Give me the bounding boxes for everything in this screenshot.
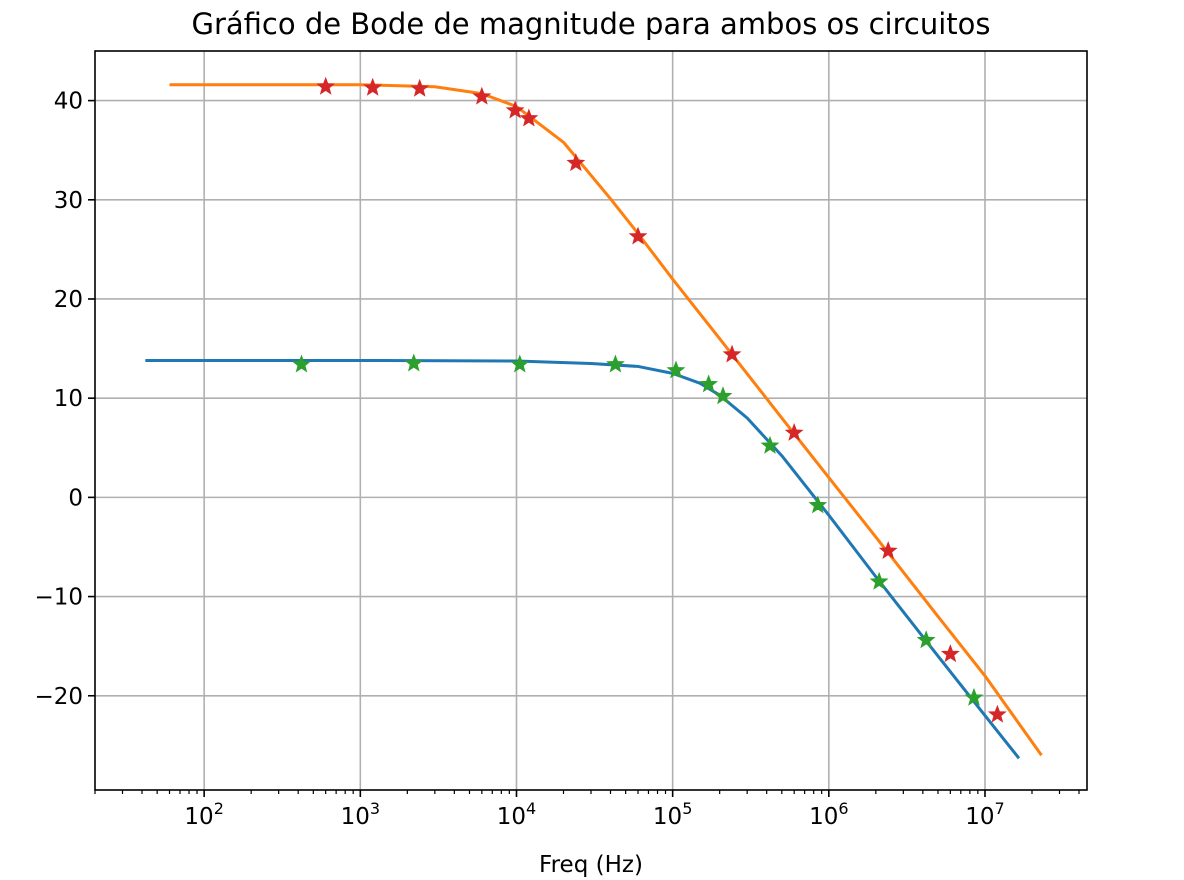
series-marker-3 (472, 86, 492, 105)
y-tick-label: 0 (68, 485, 83, 511)
plot-area (145, 76, 1043, 760)
series-marker-2 (666, 360, 686, 379)
series-marker-2 (292, 354, 311, 373)
x-tick-label: 102 (184, 799, 223, 830)
series-marker-3 (940, 644, 960, 663)
x-tick-label: 104 (497, 799, 536, 830)
series-marker-2 (605, 354, 625, 373)
y-tick-label: 30 (54, 188, 83, 214)
plot-frame (94, 50, 1088, 791)
series-line-0 (145, 358, 1021, 760)
series-marker-2 (760, 435, 780, 454)
series-marker-3 (363, 77, 383, 96)
series-marker-3 (505, 100, 525, 119)
series-marker-3 (722, 344, 742, 363)
series-marker-3 (628, 226, 648, 245)
series-marker-2 (869, 571, 889, 590)
y-tick-label: 20 (54, 287, 83, 313)
y-tick-label: −10 (34, 585, 83, 611)
x-axis-label: Freq (Hz) (539, 852, 643, 878)
grid-lines (95, 51, 1087, 790)
y-tick-label: 40 (54, 89, 83, 115)
series-marker-3 (987, 704, 1007, 723)
series-marker-2 (808, 495, 828, 514)
series-line-1 (169, 83, 1043, 757)
x-tick-label: 105 (653, 799, 692, 830)
series-marker-2 (964, 687, 984, 706)
axis-ticks: 102 103 104 105 106 107 40 30 20 10 0 −10 −20 (34, 89, 1080, 830)
series-marker-3 (566, 153, 586, 172)
series-marker-3 (519, 108, 539, 127)
series-marker-2 (510, 354, 530, 373)
y-tick-label: −20 (34, 684, 83, 710)
chart-title: Gráfico de Bode de magnitude para ambos … (191, 7, 990, 41)
series-marker-3 (784, 422, 804, 441)
x-tick-label: 107 (965, 799, 1004, 830)
series-layer (145, 76, 1043, 760)
series-marker-2 (916, 630, 936, 649)
series-marker-2 (713, 386, 733, 405)
y-tick-label: 10 (54, 386, 83, 412)
series-marker-3 (410, 78, 430, 97)
x-tick-label: 106 (809, 799, 848, 830)
series-marker-2 (699, 374, 719, 393)
x-tick-label: 103 (341, 799, 380, 830)
series-marker-2 (404, 353, 424, 372)
series-marker-3 (878, 541, 898, 559)
series-marker-3 (316, 76, 336, 95)
